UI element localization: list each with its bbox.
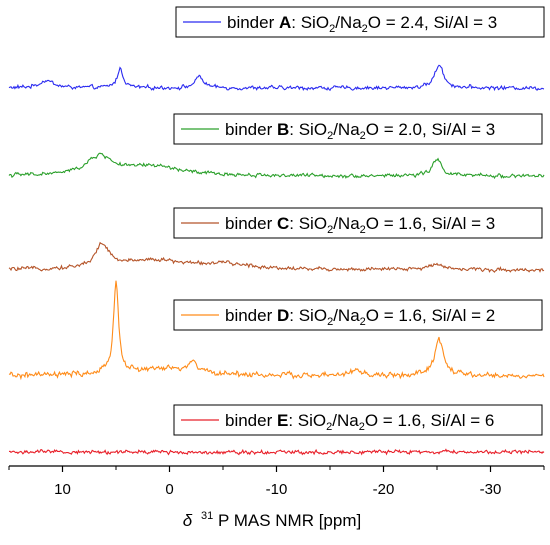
- x-axis: 10 0 -10 -20 -30 δ 31 P MAS NMR [ppm]: [8, 465, 545, 530]
- x-tick-label--10: -10: [266, 481, 288, 498]
- legend-E: binder E: SiO2/Na2O = 1.6, Si/Al = 6: [173, 404, 543, 436]
- x-tick-label-0: 0: [165, 481, 173, 498]
- legend-C-label: binder C: SiO2/Na2O = 1.6, Si/Al = 3: [225, 214, 495, 236]
- legend-C-subscript-2: 2: [360, 224, 366, 236]
- series-C-line: [8, 241, 545, 273]
- legend-C-subscript-1: 2: [327, 224, 333, 236]
- x-axis-label: δ 31 P MAS NMR [ppm]: [183, 504, 361, 530]
- legend-D-box: [173, 299, 543, 331]
- legend-D-composition-suffix: O = 1.6, Si/Al = 2: [366, 306, 495, 325]
- legend-D-subscript-2: 2: [360, 316, 366, 328]
- legend-C-composition-prefix: : SiO: [289, 214, 327, 233]
- legend-C-composition-mid: /Na: [333, 214, 360, 233]
- legend-B-composition-mid: /Na: [333, 120, 360, 139]
- legend-E-composition-suffix: O = 1.6, Si/Al = 6: [365, 411, 494, 430]
- legend-A-letter: A: [279, 13, 291, 32]
- legend-A-binder-word: binder: [227, 13, 279, 32]
- legend-B-composition-suffix: O = 2.0, Si/Al = 3: [366, 120, 495, 139]
- legend-C: binder C: SiO2/Na2O = 1.6, Si/Al = 3: [173, 207, 543, 239]
- legend-E-letter: E: [277, 411, 288, 430]
- legend-B-subscript-2: 2: [360, 130, 366, 142]
- legend-E-composition-mid: /Na: [332, 411, 359, 430]
- legend-E-composition-prefix: : SiO: [288, 411, 326, 430]
- legend-E-subscript-2: 2: [359, 421, 365, 433]
- x-axis-label-mass: 31: [201, 510, 213, 522]
- legend-B-box: [173, 113, 543, 145]
- legend-B-subscript-1: 2: [327, 130, 333, 142]
- spectra-traces: [8, 64, 545, 456]
- legend-A-composition-prefix: : SiO: [291, 13, 329, 32]
- series-D-line: [8, 280, 545, 381]
- legend-D-subscript-1: 2: [327, 316, 333, 328]
- legend-E-box: [173, 404, 543, 436]
- legend-E-label: binder E: SiO2/Na2O = 1.6, Si/Al = 6: [225, 411, 494, 433]
- legend-B-label: binder B: SiO2/Na2O = 2.0, Si/Al = 3: [225, 120, 495, 142]
- legend-C-composition-suffix: O = 1.6, Si/Al = 3: [366, 214, 495, 233]
- legend-A-label: binder A: SiO2/Na2O = 2.4, Si/Al = 3: [227, 13, 497, 35]
- legend-C-letter: C: [277, 214, 289, 233]
- legend-D-composition-prefix: : SiO: [289, 306, 327, 325]
- legend-B-binder-word: binder: [225, 120, 277, 139]
- legend-D-composition-mid: /Na: [333, 306, 360, 325]
- legend-A-subscript-2: 2: [362, 23, 368, 35]
- x-tick-label--30: -30: [480, 481, 502, 498]
- legend-D-letter: D: [277, 306, 289, 325]
- x-axis-ticks: 10 0 -10 -20 -30: [8, 466, 545, 498]
- legend-A-composition-suffix: O = 2.4, Si/Al = 3: [368, 13, 497, 32]
- legend-B-composition-prefix: : SiO: [289, 120, 327, 139]
- series-A-line: [8, 64, 545, 92]
- legend-E-subscript-1: 2: [326, 421, 332, 433]
- legend-A: binder A: SiO2/Na2O = 2.4, Si/Al = 3: [175, 6, 545, 38]
- legend-A-composition-mid: /Na: [335, 13, 362, 32]
- legend-C-box: [173, 207, 543, 239]
- legend-D-binder-word: binder: [225, 306, 277, 325]
- x-axis-label-text: P MAS NMR [ppm]: [218, 511, 361, 530]
- x-tick-label--20: -20: [373, 481, 395, 498]
- series-E-line: [8, 448, 545, 456]
- legend-E-binder-word: binder: [225, 411, 277, 430]
- legend-B: binder B: SiO2/Na2O = 2.0, Si/Al = 3: [173, 113, 543, 145]
- legend-A-box: [175, 6, 545, 38]
- x-axis-label-delta: δ: [183, 511, 193, 530]
- legend-B-letter: B: [277, 120, 289, 139]
- legend-A-subscript-1: 2: [329, 23, 335, 35]
- legend-C-binder-word: binder: [225, 214, 277, 233]
- x-tick-label-10: 10: [54, 481, 71, 498]
- legend-D: binder D: SiO2/Na2O = 1.6, Si/Al = 2: [173, 299, 543, 331]
- legend-D-label: binder D: SiO2/Na2O = 1.6, Si/Al = 2: [225, 306, 495, 328]
- series-B-line: [8, 152, 545, 180]
- legend-group: binder A: SiO2/Na2O = 2.4, Si/Al = 3bind…: [173, 6, 545, 436]
